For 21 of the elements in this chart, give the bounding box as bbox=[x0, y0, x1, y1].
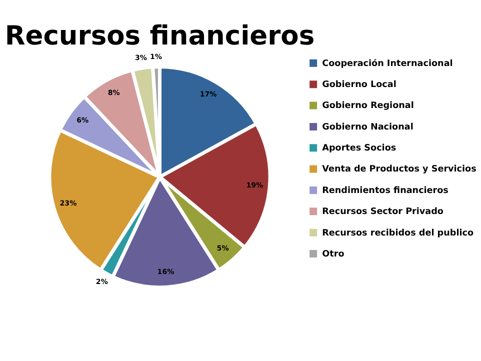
chart-title: Recursos financieros bbox=[4, 20, 315, 52]
data-label: 19% bbox=[246, 180, 264, 190]
data-label: 8% bbox=[108, 88, 120, 98]
data-label: 5% bbox=[216, 243, 229, 252]
data-label: 6% bbox=[76, 116, 89, 125]
data-label: 17% bbox=[200, 90, 217, 99]
data-label: 2% bbox=[96, 276, 108, 286]
legend-label: Recursos recibidos del publico bbox=[322, 228, 474, 238]
legend-label: Gobierno Regional bbox=[322, 101, 414, 112]
data-label: 1% bbox=[150, 52, 162, 61]
data-label: 16% bbox=[157, 266, 174, 276]
legend-label: Aportes Socios bbox=[322, 144, 396, 154]
data-label: 3% bbox=[134, 53, 147, 62]
legend-label: Otro bbox=[322, 249, 344, 260]
legend-label: Gobierno Nacional bbox=[322, 122, 414, 132]
legend-label: Cooperación Internacional bbox=[322, 58, 453, 69]
legend-label: Venta de Productos y Servicios bbox=[322, 164, 476, 175]
data-label: 23% bbox=[60, 198, 77, 208]
legend-label: Rendimientos financieros bbox=[322, 186, 448, 196]
legend-label: Gobierno Local bbox=[322, 80, 396, 90]
legend-label: Recursos Sector Privado bbox=[322, 207, 444, 218]
